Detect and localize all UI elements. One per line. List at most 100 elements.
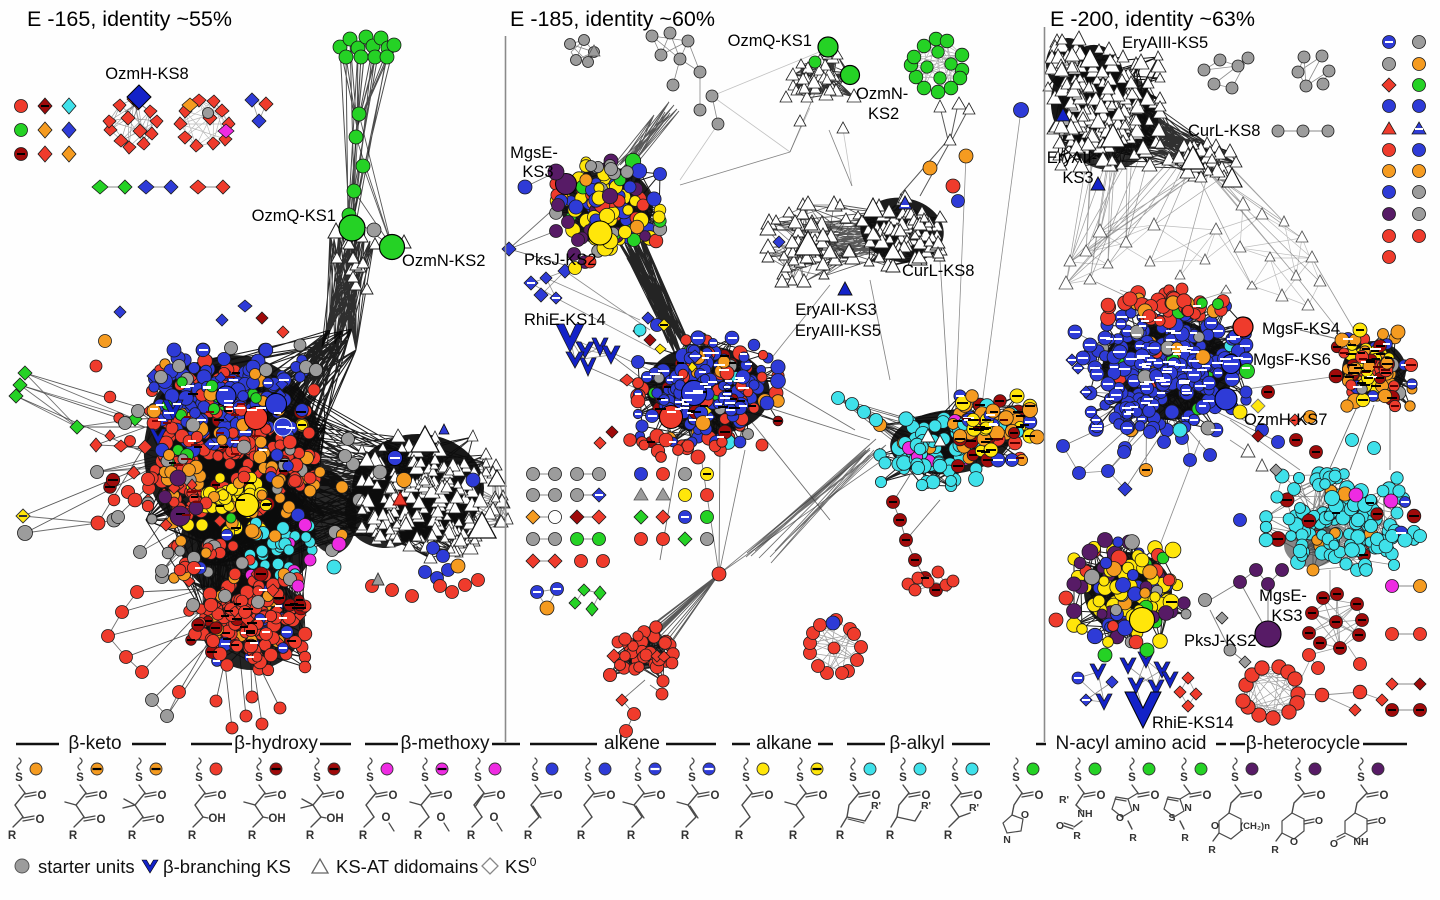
svg-text:O: O <box>1116 812 1124 824</box>
svg-text:S: S <box>1168 812 1175 824</box>
svg-text:O: O <box>38 790 47 802</box>
svg-text:S: S <box>135 772 143 784</box>
svg-text:β-keto: β-keto <box>68 733 121 754</box>
svg-text:R: R <box>1208 844 1216 856</box>
svg-text:S: S <box>796 772 804 784</box>
svg-text:S: S <box>849 772 857 784</box>
svg-text:NH: NH <box>1077 808 1092 820</box>
svg-text:β-hydroxy: β-hydroxy <box>234 733 318 754</box>
svg-text:O: O <box>490 812 499 824</box>
svg-text:O: O <box>218 790 227 802</box>
svg-text:O: O <box>554 790 563 802</box>
svg-text:R: R <box>1181 832 1189 844</box>
svg-text:O: O <box>1211 820 1219 832</box>
svg-text:O: O <box>1315 815 1323 827</box>
svg-text:CurL-KS8: CurL-KS8 <box>902 262 974 280</box>
svg-text:O: O <box>336 790 345 802</box>
svg-text:R: R <box>1129 832 1137 844</box>
svg-text:R: R <box>414 830 423 842</box>
svg-text:O: O <box>1330 838 1338 850</box>
svg-text:EryAII-: EryAII- <box>1047 149 1097 167</box>
svg-text:N-acyl amino acid: N-acyl amino acid <box>1056 733 1207 754</box>
svg-text:S: S <box>76 772 84 784</box>
svg-text:KS3: KS3 <box>522 163 553 181</box>
svg-text:O: O <box>1151 790 1160 802</box>
svg-text:R: R <box>944 830 953 842</box>
svg-text:R: R <box>467 830 476 842</box>
svg-text:R': R' <box>921 800 931 812</box>
svg-text:O: O <box>765 790 774 802</box>
svg-text:β-alkyl: β-alkyl <box>889 733 944 754</box>
svg-text:R: R <box>886 830 895 842</box>
svg-text:O: O <box>872 790 881 802</box>
svg-text:R: R <box>128 830 137 842</box>
svg-text:starter units: starter units <box>38 856 135 877</box>
svg-text:O: O <box>711 790 720 802</box>
svg-text:S: S <box>1012 772 1020 784</box>
svg-text:OzmH-KS8: OzmH-KS8 <box>105 65 188 83</box>
svg-text:R: R <box>359 830 368 842</box>
svg-text:EryAII-KS3: EryAII-KS3 <box>795 301 877 319</box>
svg-text:S: S <box>899 772 907 784</box>
svg-text:R': R' <box>1059 794 1069 806</box>
svg-text:OzmQ-KS1: OzmQ-KS1 <box>728 32 812 50</box>
svg-text:O: O <box>497 790 506 802</box>
svg-text:O: O <box>382 812 391 824</box>
svg-text:O: O <box>1254 790 1263 802</box>
svg-text:S: S <box>951 772 959 784</box>
svg-text:KS-AT didomains: KS-AT didomains <box>336 856 478 877</box>
svg-text:O: O <box>657 790 666 802</box>
svg-text:R: R <box>681 830 690 842</box>
svg-text:S: S <box>474 772 482 784</box>
svg-text:MgsF-KS6: MgsF-KS6 <box>1253 351 1331 369</box>
svg-text:alkane: alkane <box>756 733 812 754</box>
svg-text:R: R <box>627 830 636 842</box>
svg-text:O: O <box>389 790 398 802</box>
svg-text:O: O <box>156 814 165 826</box>
svg-text:O: O <box>97 814 106 826</box>
svg-text:OH: OH <box>208 813 225 825</box>
svg-text:N: N <box>1132 802 1140 814</box>
svg-text:O: O <box>1097 790 1106 802</box>
svg-text:MgsF-KS4: MgsF-KS4 <box>1262 320 1340 338</box>
svg-text:O: O <box>437 812 446 824</box>
svg-text:R: R <box>306 830 315 842</box>
svg-text:O: O <box>922 790 931 802</box>
svg-text:S: S <box>1128 772 1136 784</box>
svg-text:R': R' <box>871 800 881 812</box>
svg-text:PksJ-KS2: PksJ-KS2 <box>1184 632 1256 650</box>
svg-text:OH: OH <box>326 813 343 825</box>
svg-text:R: R <box>836 830 845 842</box>
svg-text:O: O <box>1056 820 1064 832</box>
svg-text:O: O <box>1035 790 1044 802</box>
svg-text:S: S <box>1294 772 1302 784</box>
svg-text:NH: NH <box>1353 836 1368 848</box>
svg-text:RhiE-KS14: RhiE-KS14 <box>524 311 606 329</box>
svg-text:KS0: KS0 <box>505 855 537 877</box>
svg-text:R: R <box>248 830 257 842</box>
svg-text:β-branching KS: β-branching KS <box>163 856 291 877</box>
svg-text:R: R <box>789 830 798 842</box>
svg-text:S: S <box>195 772 203 784</box>
svg-text:S: S <box>421 772 429 784</box>
svg-text:S: S <box>584 772 592 784</box>
svg-text:E -200, identity ~63%: E -200, identity ~63% <box>1050 7 1255 31</box>
svg-text:R: R <box>524 830 533 842</box>
svg-text:R: R <box>69 830 78 842</box>
svg-text:R: R <box>8 830 17 842</box>
svg-text:KS3: KS3 <box>1062 169 1093 187</box>
svg-text:O: O <box>1021 809 1029 821</box>
svg-text:N: N <box>1003 834 1011 846</box>
svg-text:(CH₂)n: (CH₂)n <box>1240 821 1270 832</box>
svg-text:O: O <box>819 790 828 802</box>
svg-text:S: S <box>366 772 374 784</box>
svg-text:EryAIII-KS5: EryAIII-KS5 <box>1122 34 1208 52</box>
svg-text:OzmN-KS2: OzmN-KS2 <box>402 252 485 270</box>
svg-text:O: O <box>158 790 167 802</box>
svg-text:CurL-KS8: CurL-KS8 <box>1188 122 1260 140</box>
svg-text:O: O <box>1290 836 1298 848</box>
svg-text:S: S <box>255 772 263 784</box>
svg-text:R: R <box>188 830 197 842</box>
svg-text:O: O <box>607 790 616 802</box>
svg-text:O: O <box>278 790 287 802</box>
